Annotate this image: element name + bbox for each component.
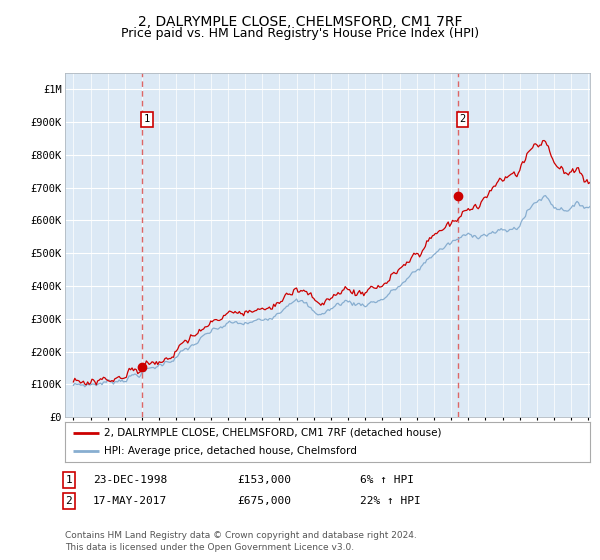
Text: 2: 2 [460,114,466,124]
Text: £153,000: £153,000 [237,475,291,485]
Text: £675,000: £675,000 [237,496,291,506]
Text: 22% ↑ HPI: 22% ↑ HPI [360,496,421,506]
Text: Contains HM Land Registry data © Crown copyright and database right 2024.
This d: Contains HM Land Registry data © Crown c… [65,531,416,552]
Text: Price paid vs. HM Land Registry's House Price Index (HPI): Price paid vs. HM Land Registry's House … [121,27,479,40]
Text: 23-DEC-1998: 23-DEC-1998 [93,475,167,485]
Text: HPI: Average price, detached house, Chelmsford: HPI: Average price, detached house, Chel… [104,446,357,456]
Text: 2, DALRYMPLE CLOSE, CHELMSFORD, CM1 7RF (detached house): 2, DALRYMPLE CLOSE, CHELMSFORD, CM1 7RF … [104,428,442,437]
Text: 6% ↑ HPI: 6% ↑ HPI [360,475,414,485]
Text: 2, DALRYMPLE CLOSE, CHELMSFORD, CM1 7RF: 2, DALRYMPLE CLOSE, CHELMSFORD, CM1 7RF [138,15,462,29]
Text: 1: 1 [144,114,150,124]
Text: 1: 1 [65,475,73,485]
Text: 17-MAY-2017: 17-MAY-2017 [93,496,167,506]
Text: 2: 2 [65,496,73,506]
